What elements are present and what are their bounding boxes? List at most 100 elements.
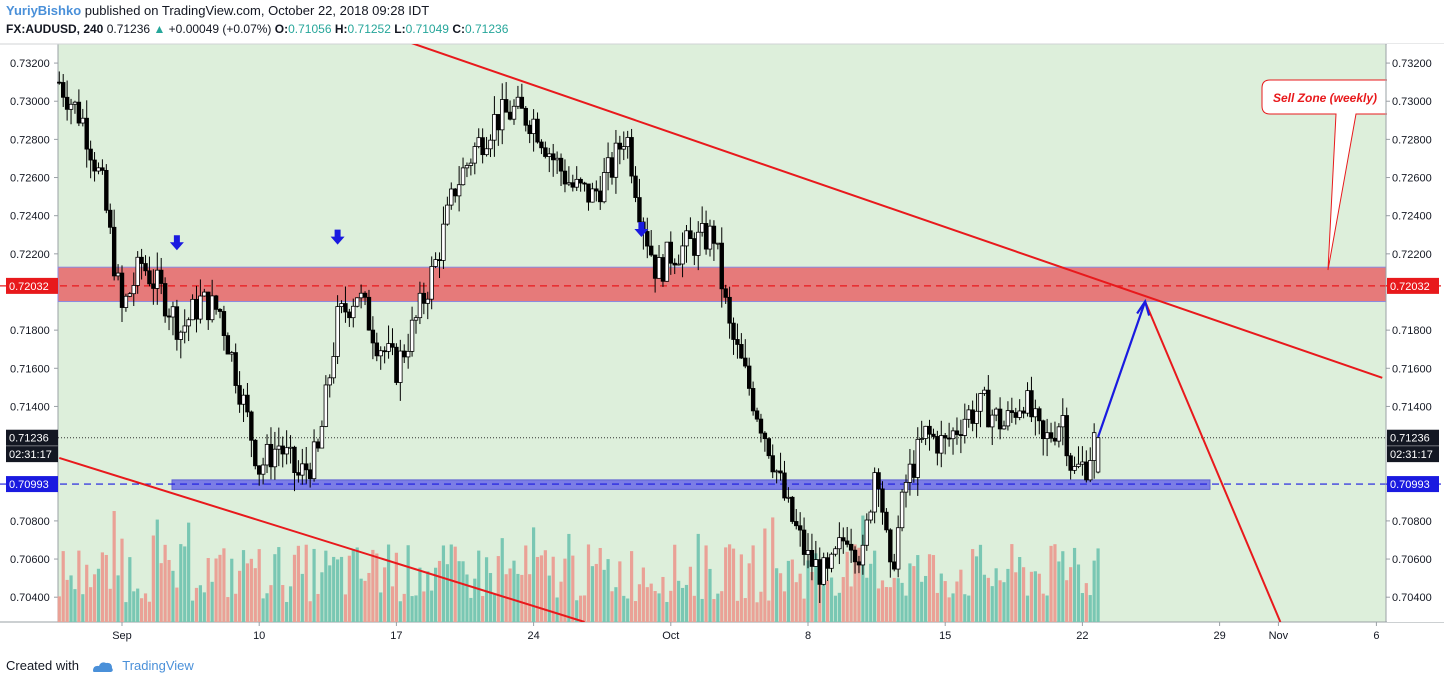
candle-body	[609, 157, 615, 178]
candle-body	[452, 188, 458, 197]
volume-bar	[218, 554, 222, 622]
candle-body	[304, 463, 309, 471]
volume-bar	[614, 587, 618, 622]
candle-body	[335, 306, 340, 357]
candle-body	[672, 262, 677, 266]
volume-bar	[849, 586, 853, 622]
candle-body	[943, 435, 948, 439]
candle-body	[221, 311, 227, 336]
created-with-label: Created with	[6, 658, 79, 673]
candle-body	[668, 241, 673, 264]
candle-body	[613, 142, 619, 178]
candle-body	[100, 167, 105, 171]
volume-bar	[594, 563, 598, 622]
candle-body	[570, 182, 575, 188]
volume-bar	[398, 601, 402, 622]
volume-bar	[586, 544, 591, 622]
price-change: +0.00049 (+0.07%)	[168, 22, 272, 36]
candle-body	[441, 223, 446, 261]
volume-bar	[873, 550, 877, 622]
candle-body	[527, 124, 532, 135]
volume-bar	[618, 561, 622, 622]
candle-body	[468, 162, 474, 166]
footer: Created with TradingView	[6, 658, 194, 674]
volume-bar	[1022, 567, 1026, 622]
volume-bar	[1084, 583, 1088, 622]
volume-bar	[410, 596, 414, 622]
candle-body	[339, 303, 344, 308]
volume-bar	[320, 572, 324, 622]
candle-body	[331, 356, 336, 379]
volume-bar	[684, 584, 689, 622]
volume-bar	[312, 548, 316, 622]
down-arrow-icon	[169, 235, 184, 251]
candle-body	[1017, 410, 1022, 418]
volume-bar	[292, 554, 297, 622]
open-label: O:	[274, 22, 289, 36]
volume-bar	[943, 581, 947, 622]
candle-body	[962, 418, 967, 436]
price-label-right: 0.70993	[1390, 479, 1430, 491]
candle-body	[1056, 426, 1062, 442]
volume-bar	[159, 563, 163, 622]
candle-body	[817, 559, 822, 585]
volume-bar	[610, 591, 614, 622]
volume-bar	[692, 595, 696, 622]
volume-bar	[567, 533, 571, 622]
volume-bar	[1029, 571, 1034, 622]
volume-bar	[234, 593, 238, 622]
volume-bar	[328, 565, 332, 622]
candle-body	[323, 384, 329, 427]
volume-bar	[343, 594, 348, 622]
candle-body	[1064, 415, 1069, 457]
volume-bar	[1092, 560, 1096, 622]
x-tick-label: Sep	[112, 630, 132, 642]
author-name[interactable]: YuriyBishko	[6, 3, 82, 18]
volume-bar	[222, 548, 226, 622]
candle-body	[590, 188, 595, 203]
candle-body	[456, 184, 462, 197]
candle-body	[460, 167, 466, 186]
volume-bar	[206, 558, 210, 622]
volume-bar	[367, 572, 371, 622]
volume-bar	[163, 544, 167, 622]
candle-body	[696, 231, 701, 256]
candle-body	[813, 559, 819, 567]
candle-body	[1052, 437, 1058, 442]
candle-body	[727, 296, 732, 324]
price-label-left: 0.72032	[9, 281, 49, 293]
volume-bar	[728, 544, 732, 622]
lower-trendline	[58, 456, 585, 622]
volume-bar	[532, 527, 536, 622]
close-value: 0.71236	[464, 22, 509, 36]
volume-bar	[665, 601, 669, 622]
volume-bar	[528, 574, 532, 622]
candle-body	[245, 394, 250, 413]
candle-body	[464, 165, 470, 169]
candle-body	[496, 114, 501, 131]
candle-body	[774, 470, 779, 473]
candle-body	[237, 385, 242, 405]
tradingview-link[interactable]: TradingView	[122, 658, 194, 673]
volume-bar	[782, 591, 787, 622]
candle-body	[903, 482, 909, 493]
volume-bar	[1010, 544, 1014, 622]
volume-bar	[712, 599, 716, 622]
volume-bar	[735, 600, 740, 622]
candle-body	[1060, 415, 1065, 428]
volume-bar	[677, 580, 681, 622]
volume-bar	[543, 550, 547, 622]
candle-body	[1013, 412, 1018, 418]
volume-bar	[908, 563, 912, 622]
candle-body	[354, 297, 360, 307]
volume-bar	[269, 585, 273, 622]
down-arrow-icon	[330, 229, 345, 245]
candle-body	[268, 443, 274, 468]
volume-bar	[579, 595, 583, 622]
volume-bar	[751, 545, 755, 622]
volume-bar	[473, 578, 477, 622]
candle-body	[425, 298, 430, 304]
candle-body	[974, 410, 979, 424]
candle-body	[837, 537, 842, 550]
